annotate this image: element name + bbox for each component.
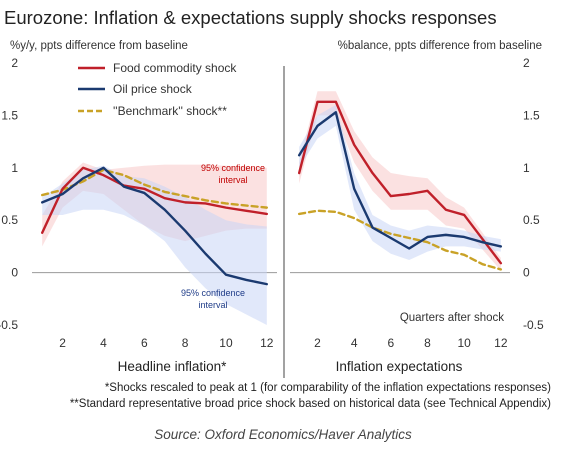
right-panel-label: Inflation expectations	[336, 359, 463, 374]
oil-band-annotation-line2: interval	[198, 300, 227, 310]
left-ytick-label: 1	[11, 161, 18, 175]
left-ylabel: %y/y, ppts difference from baseline	[10, 40, 188, 52]
chart-title: Eurozone: Inflation & expectations suppl…	[4, 7, 497, 28]
food-band-annotation-line2: interval	[218, 175, 247, 185]
left-xtick-label: 10	[219, 336, 233, 350]
left-ytick-label: 0	[11, 266, 18, 280]
left-benchmark-line	[41, 168, 268, 209]
right-ytick-label: 1	[523, 161, 530, 175]
legend: Food commodity shock Oil price shock ''B…	[78, 61, 237, 118]
legend-label-food: Food commodity shock	[113, 61, 237, 75]
left-food-line	[41, 166, 268, 234]
left-xtick-label: 6	[141, 336, 148, 350]
left-oil-line	[41, 166, 268, 286]
right-ytick-label: 0.5	[523, 213, 540, 227]
right-oil-line	[297, 111, 503, 250]
left-xtick-label: 8	[182, 336, 189, 350]
left-xtick-label: 4	[100, 336, 107, 350]
right-ytick-label: 0	[523, 266, 530, 280]
quarters-after-shock-label: Quarters after shock	[400, 312, 504, 324]
right-oil-confidence-band	[299, 104, 501, 261]
footnote-2: **Standard representative broad price sh…	[70, 398, 551, 410]
oil-band-annotation-line1: 95% confidence	[181, 288, 245, 298]
footnote-1: *Shocks rescaled to peak at 1 (for compa…	[105, 382, 551, 394]
left-panel: 2 1.5 1 0.5 0 -0.5 2 4 6 8 10 12	[0, 56, 277, 350]
left-ytick-label: 1.5	[1, 108, 18, 122]
left-oil-confidence-band	[42, 165, 267, 325]
right-ytick-label: 1.5	[523, 108, 540, 122]
left-xtick-label: 12	[260, 336, 274, 350]
source-note: Source: Oxford Economics/Haver Analytics	[154, 427, 412, 442]
right-ylabel: %balance, ppts difference from baseline	[338, 40, 542, 52]
right-xtick-label: 8	[424, 336, 431, 350]
right-panel: 2 1.5 1 0.5 0 -0.5 2 4 6 8 10 12	[290, 56, 544, 350]
right-xtick-label: 10	[457, 336, 471, 350]
left-ytick-label: 2	[11, 56, 18, 70]
right-xtick-label: 12	[494, 336, 508, 350]
food-band-annotation-line1: 95% confidence	[201, 163, 265, 173]
left-ytick-label: 0.5	[1, 213, 18, 227]
legend-label-benchmark: ''Benchmark'' shock**	[113, 104, 227, 118]
right-xtick-label: 2	[314, 336, 321, 350]
legend-label-oil: Oil price shock	[113, 82, 193, 96]
left-xtick-label: 2	[59, 336, 66, 350]
right-ytick-label: -0.5	[523, 318, 544, 332]
left-panel-label: Headline inflation*	[118, 359, 228, 374]
right-benchmark-line	[297, 209, 503, 271]
right-food-line	[297, 100, 503, 265]
left-ytick-label: -0.5	[0, 318, 18, 332]
right-xtick-label: 6	[387, 336, 394, 350]
right-xtick-label: 4	[351, 336, 358, 350]
right-ytick-label: 2	[523, 56, 530, 70]
